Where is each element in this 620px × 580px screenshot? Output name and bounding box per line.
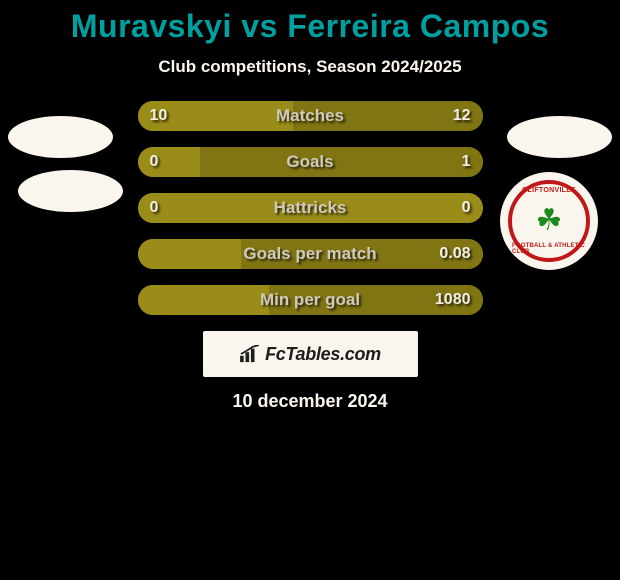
stat-value-right: 1 — [462, 153, 471, 171]
logo-text: FcTables.com — [265, 344, 381, 365]
source-logo: FcTables.com — [203, 331, 418, 377]
shamrock-icon: ☘ — [536, 206, 563, 236]
stat-value-right: 12 — [453, 107, 471, 125]
stats-bars: Matches1012Goals01Hattricks00Goals per m… — [138, 101, 483, 315]
stat-label: Goals — [138, 152, 483, 172]
stat-value-right: 0 — [462, 199, 471, 217]
stat-value-left: 10 — [150, 107, 168, 125]
stat-label: Min per goal — [138, 290, 483, 310]
club-badge: CLIFTONVILLE ☘ FOOTBALL & ATHLETIC CLUB — [500, 172, 598, 270]
club-badge-inner: CLIFTONVILLE ☘ FOOTBALL & ATHLETIC CLUB — [508, 180, 590, 262]
stat-value-right: 1080 — [435, 291, 471, 309]
player2-badge-top — [507, 116, 612, 158]
stat-value-left: 0 — [150, 153, 159, 171]
chart-icon — [239, 345, 261, 363]
stat-row: Goals0 1 — [138, 147, 483, 177]
stat-row: Matches10 12 — [138, 101, 483, 131]
stat-value-right: 0.08 — [439, 245, 470, 263]
club-name-top: CLIFTONVILLE — [522, 187, 576, 194]
player1-badge-bottom — [18, 170, 123, 212]
subtitle: Club competitions, Season 2024/2025 — [0, 57, 620, 77]
player1-badge-top — [8, 116, 113, 158]
stat-label: Matches — [138, 106, 483, 126]
comparison-infographic: Muravskyi vs Ferreira Campos Club compet… — [0, 0, 620, 412]
title: Muravskyi vs Ferreira Campos — [0, 8, 620, 45]
stat-row: Min per goal1080 — [138, 285, 483, 315]
club-name-bottom: FOOTBALL & ATHLETIC CLUB — [512, 243, 586, 255]
stat-row: Goals per match0.08 — [138, 239, 483, 269]
date: 10 december 2024 — [0, 391, 620, 412]
stat-label: Hattricks — [138, 198, 483, 218]
stat-row: Hattricks0 0 — [138, 193, 483, 223]
stat-value-left: 0 — [150, 199, 159, 217]
stat-label: Goals per match — [138, 244, 483, 264]
